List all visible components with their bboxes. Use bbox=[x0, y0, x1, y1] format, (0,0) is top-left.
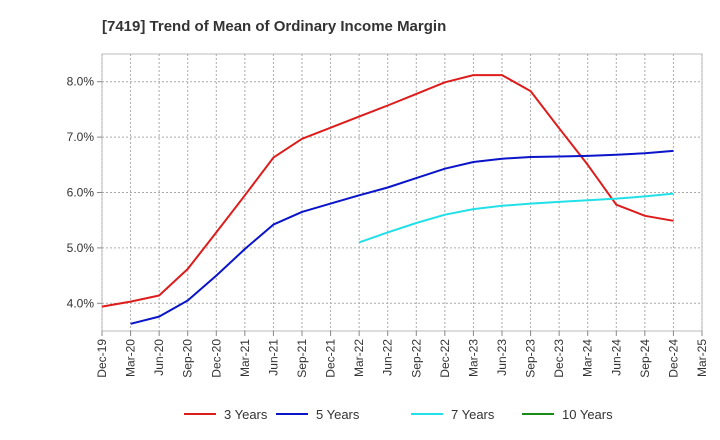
y-tick-label: 6.0% bbox=[67, 186, 95, 200]
x-tick-label: Jun-24 bbox=[609, 339, 623, 376]
x-tick-label: Dec-19 bbox=[95, 339, 109, 378]
y-tick-label: 5.0% bbox=[67, 241, 95, 255]
x-tick-label: Jun-23 bbox=[495, 339, 509, 376]
x-tick-label: Mar-22 bbox=[352, 339, 366, 377]
x-tick-label: Jun-20 bbox=[152, 339, 166, 376]
x-tick-label: Mar-25 bbox=[695, 339, 709, 377]
series-line-1 bbox=[101, 74, 674, 308]
x-tick-label: Dec-20 bbox=[209, 339, 223, 378]
x-tick-label: Dec-24 bbox=[666, 339, 680, 378]
x-tick-label: Sep-20 bbox=[181, 339, 195, 378]
x-tick-label: Mar-20 bbox=[124, 339, 138, 377]
legend-label: 3 Years bbox=[224, 407, 268, 422]
x-tick-label: Dec-22 bbox=[438, 339, 452, 378]
x-tick-label: Dec-23 bbox=[552, 339, 566, 378]
x-tick-label: Mar-24 bbox=[581, 339, 595, 377]
series-lines bbox=[101, 74, 674, 325]
x-tick-label: Sep-21 bbox=[295, 339, 309, 378]
x-axis-ticks: Dec-19 Mar-20 Jun-20 Sep-20 Dec-20 Mar-21 Jun-… bbox=[95, 331, 709, 378]
y-axis-ticks: 4.0% 5.0% 6.0% 7.0% 8.0% bbox=[67, 75, 102, 310]
legend: 3 Years 5 Years 7 Years 10 Years bbox=[184, 407, 613, 422]
y-tick-label: 7.0% bbox=[67, 130, 95, 144]
x-tick-label: Sep-22 bbox=[409, 339, 423, 378]
x-tick-label: Mar-23 bbox=[466, 339, 480, 377]
legend-label: 10 Years bbox=[562, 407, 613, 422]
chart-title: [7419] Trend of Mean of Ordinary Income … bbox=[102, 18, 446, 35]
x-tick-label: Dec-21 bbox=[324, 339, 338, 378]
legend-label: 5 Years bbox=[316, 407, 360, 422]
x-tick-label: Jun-22 bbox=[381, 339, 395, 376]
y-tick-label: 8.0% bbox=[67, 75, 95, 89]
x-tick-label: Mar-21 bbox=[238, 339, 252, 377]
y-tick-label: 4.0% bbox=[67, 296, 95, 310]
x-tick-label: Jun-21 bbox=[266, 339, 280, 376]
x-tick-label: Sep-24 bbox=[638, 339, 652, 378]
series-line-3 bbox=[358, 192, 674, 244]
grid bbox=[101, 54, 703, 331]
series-line-2 bbox=[130, 149, 674, 325]
x-tick-label: Sep-23 bbox=[524, 339, 538, 378]
legend-label: 7 Years bbox=[451, 407, 495, 422]
